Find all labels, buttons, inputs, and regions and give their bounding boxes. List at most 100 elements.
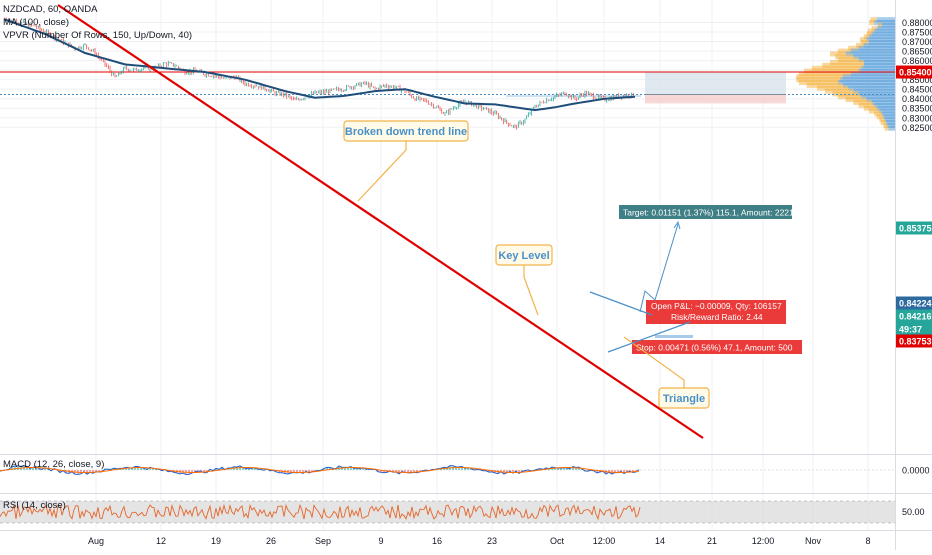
price-tick-label: 0.87500 <box>902 28 932 38</box>
triangle-callout: Triangle <box>663 393 705 405</box>
vpvr-row-down <box>843 82 895 88</box>
time-axis[interactable]: Aug 12 19 26 Sep 9 16 23 Oct 12:00 14 21 12:00 Nov 8 <box>88 536 871 546</box>
vpvr-row-down <box>850 48 895 54</box>
time-tick-label: 12:00 <box>752 536 775 546</box>
vpvr-row-up <box>863 34 869 40</box>
vpvr-row-down <box>863 42 895 48</box>
macd-axis-label: 0.0000 <box>902 466 930 476</box>
vpvr-row-down <box>853 54 895 60</box>
vpvr-row-down <box>858 57 895 63</box>
vpvr-row-up <box>811 65 862 71</box>
price-tick-label: 0.83500 <box>902 104 932 114</box>
time-tick-label: Nov <box>805 536 822 546</box>
vpvr-row-up <box>832 91 859 97</box>
price-tick-label: 0.84500 <box>902 85 932 95</box>
vpvr-row-up <box>883 122 888 128</box>
stop-label-box <box>632 340 802 354</box>
vpvr-row-down <box>871 100 895 106</box>
time-tick-label: 16 <box>432 536 442 546</box>
vpvr-row-up <box>822 62 864 68</box>
long-position-tool[interactable]: Target: 0.01151 (1.37%) 115.1, Amount: 2… <box>619 72 806 354</box>
vpvr-row-up <box>866 31 872 37</box>
vpvr-row-up <box>867 28 875 34</box>
price-tick-label: 0.86500 <box>902 47 932 57</box>
vpvr-row-down <box>837 80 895 86</box>
vpvr-row-up <box>817 85 849 91</box>
time-tick-label: 26 <box>266 536 276 546</box>
volume-profile <box>796 17 895 131</box>
stop-label: Stop: 0.00471 (0.56%) 47.1, Amount: 500 <box>636 343 793 353</box>
vpvr-row-up <box>861 40 869 46</box>
vpvr-row-up <box>796 74 843 80</box>
rr-label: Risk/Reward Ratio: 2.44 <box>671 312 763 322</box>
vpvr-row-up <box>837 57 859 63</box>
triangle-upper-line <box>589 291 653 316</box>
badge-current-level-bg <box>896 309 932 323</box>
price-tick-label: 0.86000 <box>902 56 932 66</box>
broken-trend-line[interactable] <box>57 4 704 439</box>
vpvr-row-up <box>879 117 885 123</box>
target-zone <box>645 72 786 95</box>
vpvr-row-down <box>858 91 895 97</box>
time-tick-label: 9 <box>378 536 383 546</box>
vpvr-row-down <box>888 125 895 131</box>
vpvr-row-down <box>840 77 895 83</box>
price-tick-label: 0.88000 <box>902 18 932 28</box>
badge-red-level: 0.85400 <box>899 68 932 78</box>
legend-ma: MA (100, close) <box>3 17 69 28</box>
vpvr-row-up <box>798 71 851 77</box>
vpvr-row-up <box>796 77 841 83</box>
badge-last-level: 0.84224 <box>899 299 932 309</box>
vpvr-row-down <box>885 120 895 126</box>
vpvr-row-up <box>835 54 854 60</box>
rsi-axis-label: 50.00 <box>902 507 925 517</box>
vpvr-row-down <box>882 111 895 117</box>
triangle-zone-marker <box>655 335 693 338</box>
trend-line[interactable] <box>57 4 704 439</box>
vpvr-row-down <box>863 62 895 68</box>
time-tick-label: Aug <box>88 536 104 546</box>
grid <box>0 0 895 530</box>
vpvr-row-down <box>850 71 895 77</box>
vpvr-row-down <box>871 31 895 37</box>
badge-stop-level: 0.83753 <box>899 337 932 347</box>
legend-vpvr: VPVR (Number Of Rows, 150, Up/Down, 40) <box>3 30 193 41</box>
vpvr-row-down <box>874 102 895 108</box>
vpvr-row-up <box>869 20 875 25</box>
key-level-callout: Key Level <box>498 250 549 262</box>
price-tick-label: 0.83000 <box>902 113 932 123</box>
price-tick-label: 0.84000 <box>902 94 932 104</box>
badge-countdown-bg <box>896 322 932 336</box>
time-tick-label: 21 <box>707 536 717 546</box>
price-tick-label: 0.82500 <box>902 123 932 133</box>
ma-100-line <box>4 18 636 112</box>
annotations[interactable]: Broken down trend line Key Level Triangle <box>343 120 710 409</box>
vpvr-row-up <box>859 37 867 43</box>
legend-symbol: NZDCAD, 60, OANDA <box>3 4 98 15</box>
stop-zone <box>645 94 786 104</box>
badge-last-level-bg <box>896 296 932 310</box>
price-tick-label: 0.85000 <box>902 75 932 85</box>
vpvr-row-up <box>837 48 851 54</box>
vpvr-row-down <box>845 51 895 57</box>
rsi-pane: 50.00 <box>0 500 925 524</box>
key-level-pointer <box>523 265 539 316</box>
ma-line <box>4 18 636 112</box>
vpvr-row-down <box>853 88 895 94</box>
vpvr-row-up <box>876 114 884 120</box>
trend-line-callout: Broken down trend line <box>345 126 467 138</box>
vpvr-row-down <box>882 22 895 28</box>
badge-red-level-bg <box>896 65 932 79</box>
vpvr-row-up <box>830 60 864 66</box>
legend-rsi: RSI (14, close) <box>3 500 66 511</box>
vpvr-row-up <box>837 94 862 100</box>
vpvr-row-down <box>861 94 895 100</box>
vpvr-row-down <box>874 28 895 34</box>
vpvr-row-up <box>856 42 864 48</box>
vpvr-row-up <box>848 45 859 51</box>
time-tick-label: 12 <box>156 536 166 546</box>
open-pl-label: Open P&L: −0.00009, Qty: 106157 <box>651 301 782 311</box>
badge-current-level: 0.84216 <box>899 312 932 322</box>
